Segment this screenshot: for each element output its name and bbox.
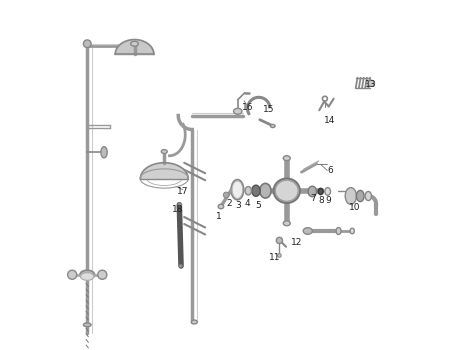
Text: 14: 14 — [324, 116, 335, 125]
Circle shape — [98, 270, 107, 279]
Text: 18: 18 — [172, 205, 183, 214]
Text: 12: 12 — [291, 238, 302, 247]
Text: 4: 4 — [245, 199, 250, 208]
Text: 10: 10 — [349, 203, 360, 212]
Text: 1: 1 — [216, 212, 222, 221]
Ellipse shape — [365, 191, 372, 201]
Ellipse shape — [232, 181, 243, 198]
Text: 13: 13 — [365, 80, 377, 89]
Ellipse shape — [283, 221, 290, 226]
Ellipse shape — [131, 41, 139, 46]
Ellipse shape — [303, 228, 312, 234]
Circle shape — [83, 40, 91, 48]
Text: 11: 11 — [269, 253, 281, 262]
Ellipse shape — [83, 323, 91, 327]
Ellipse shape — [161, 150, 167, 154]
Text: 2: 2 — [226, 199, 232, 208]
Text: 5: 5 — [256, 201, 261, 210]
Text: 9: 9 — [326, 196, 331, 205]
Ellipse shape — [356, 190, 364, 202]
Ellipse shape — [231, 180, 244, 200]
Text: 7: 7 — [311, 194, 316, 203]
Ellipse shape — [233, 108, 242, 114]
Ellipse shape — [245, 187, 252, 195]
Ellipse shape — [275, 180, 298, 201]
Ellipse shape — [179, 265, 182, 267]
Text: 17: 17 — [177, 187, 188, 196]
Ellipse shape — [308, 186, 317, 197]
Ellipse shape — [273, 178, 300, 203]
Text: 3: 3 — [236, 201, 241, 210]
Circle shape — [368, 80, 375, 86]
Circle shape — [278, 254, 281, 257]
Text: 16: 16 — [242, 103, 253, 112]
Ellipse shape — [283, 156, 290, 161]
Text: 15: 15 — [263, 105, 275, 114]
Ellipse shape — [218, 204, 224, 209]
Ellipse shape — [101, 147, 107, 158]
Ellipse shape — [325, 188, 331, 195]
Text: 6: 6 — [327, 166, 332, 175]
Ellipse shape — [350, 228, 354, 234]
Ellipse shape — [252, 185, 260, 196]
Ellipse shape — [336, 228, 341, 234]
Ellipse shape — [271, 125, 275, 127]
Ellipse shape — [260, 183, 271, 198]
Ellipse shape — [345, 188, 356, 204]
Circle shape — [276, 237, 283, 244]
Ellipse shape — [179, 203, 181, 205]
Ellipse shape — [80, 273, 94, 280]
Circle shape — [223, 192, 229, 198]
Ellipse shape — [80, 270, 94, 279]
Circle shape — [67, 270, 77, 279]
Text: 8: 8 — [318, 196, 324, 205]
Ellipse shape — [318, 188, 323, 195]
Ellipse shape — [192, 320, 197, 324]
